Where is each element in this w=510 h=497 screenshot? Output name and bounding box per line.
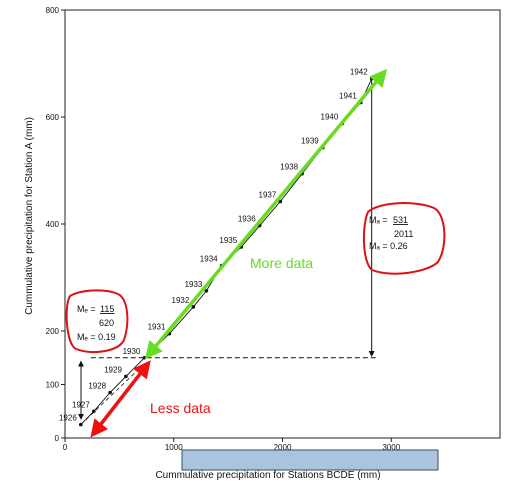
data-point <box>78 422 83 427</box>
y-tick-label: 800 <box>46 6 60 15</box>
slope-lower-den: 620 <box>99 318 114 328</box>
slope-lower-circle <box>65 289 129 353</box>
year-label: 1928 <box>88 382 106 391</box>
x-tick-label: 2000 <box>274 443 292 452</box>
slope-upper-circle <box>362 202 446 275</box>
mass-curve-line <box>80 78 373 425</box>
x-axis-ticks: 0 1000 2000 3000 <box>63 438 401 452</box>
y-axis-ticks: 0 100 200 400 600 800 <box>46 6 65 443</box>
x-tick-label: 1000 <box>165 443 183 452</box>
slope-lower-symbol: Mₑ = <box>77 304 96 314</box>
y-tick-label: 100 <box>46 381 60 390</box>
year-label: 1935 <box>219 236 237 245</box>
slope-upper-value: Mₐ = 0.26 <box>369 241 408 251</box>
less-data-arrow <box>90 360 151 438</box>
y-tick-label: 0 <box>55 434 60 443</box>
data-point <box>92 409 96 414</box>
slope-upper-annotation: Mₐ = 531 2011 Mₐ = 0.26 <box>362 202 446 275</box>
year-label: 1930 <box>123 347 141 356</box>
slope-upper-num: 531 <box>393 215 408 225</box>
year-label: 1941 <box>339 92 357 101</box>
guide-lines <box>78 78 376 425</box>
year-label: 1934 <box>200 255 218 264</box>
y-tick-label: 600 <box>46 113 60 122</box>
year-label: 1933 <box>185 280 203 289</box>
slope-upper-symbol: Mₐ = <box>369 215 388 225</box>
more-data-arrow <box>144 68 388 360</box>
y-axis-title: Cummulative precipitation for Station A … <box>24 117 35 315</box>
data-point <box>108 390 112 395</box>
data-points <box>78 76 374 427</box>
year-label: 1927 <box>72 400 90 409</box>
year-label: 1937 <box>259 191 277 200</box>
x-axis-title: Cummulative precipitation for Stations B… <box>155 470 380 481</box>
slope-lower-num: 115 <box>100 304 114 314</box>
data-point <box>124 374 128 379</box>
less-data-label: Less data <box>150 400 211 416</box>
slope-upper-den: 2011 <box>394 229 413 239</box>
data-point <box>369 76 374 81</box>
year-label: 1936 <box>238 215 256 224</box>
year-label: 1931 <box>148 323 166 332</box>
year-label: 1939 <box>301 136 319 145</box>
data-point <box>191 305 196 309</box>
year-label: 1932 <box>172 296 190 305</box>
year-label: 1940 <box>321 112 339 121</box>
year-label: 1938 <box>280 163 298 172</box>
year-label: 1929 <box>104 365 122 374</box>
data-point <box>142 355 147 360</box>
y-tick-label: 200 <box>46 327 60 336</box>
x-tick-label: 3000 <box>382 443 400 452</box>
x-tick-label: 0 <box>63 443 68 452</box>
slope-lower-annotation: Mₑ = 115 620 Mₑ = 0.19 <box>65 289 129 353</box>
y-tick-label: 400 <box>46 220 60 229</box>
plot-frame <box>64 9 501 439</box>
year-label: 1926 <box>59 414 77 423</box>
caption-bar <box>181 449 439 471</box>
year-label: 1942 <box>350 67 368 76</box>
slope-lower-value: Mₑ = 0.19 <box>77 332 116 342</box>
more-data-label: More data <box>250 255 313 271</box>
